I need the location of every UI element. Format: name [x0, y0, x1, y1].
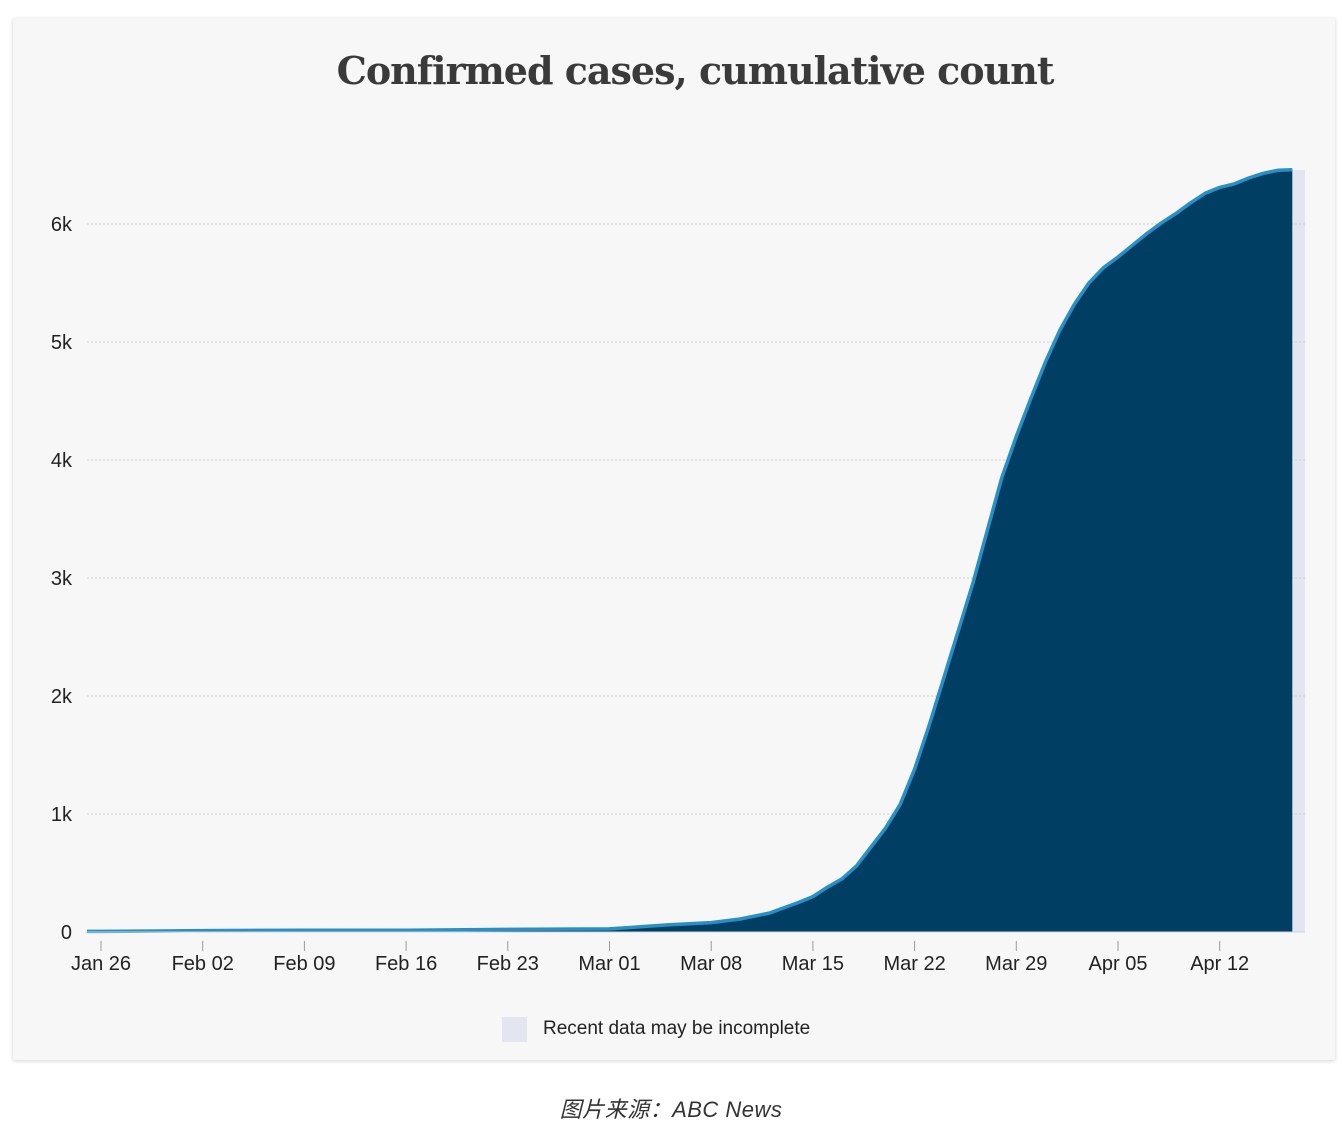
x-tick-label: Feb 16 — [375, 953, 437, 975]
series-area — [87, 169, 1293, 932]
x-tick-label: Feb 02 — [172, 953, 234, 975]
legend-label: Recent data may be incomplete — [543, 1018, 811, 1039]
x-tick-label: Mar 29 — [985, 953, 1047, 975]
y-tick-label: 3k — [51, 568, 73, 590]
series-line — [86, 167, 1293, 934]
x-tick-label: Feb 23 — [477, 953, 539, 975]
chart-title: Confirmed cases, cumulative count — [336, 48, 1055, 93]
x-tick-label: Mar 22 — [883, 953, 945, 975]
x-tick-label: Jan 26 — [71, 953, 131, 975]
y-tick-label: 4k — [51, 450, 73, 472]
y-tick-label: 6k — [51, 214, 73, 236]
x-tick-label: Feb 09 — [273, 953, 335, 975]
y-tick-label: 0 — [61, 922, 72, 944]
y-tick-label: 2k — [51, 686, 73, 708]
legend-swatch-incomplete — [502, 1016, 527, 1042]
legend: Recent data may be incomplete — [502, 1016, 810, 1042]
source-caption: 图片来源：ABC News — [559, 1097, 783, 1122]
x-tick-label: Mar 01 — [578, 953, 640, 975]
y-tick-label: 5k — [51, 332, 73, 354]
x-tick-label: Apr 12 — [1190, 953, 1249, 975]
x-tick-label: Apr 05 — [1089, 953, 1148, 975]
y-tick-label: 1k — [51, 804, 73, 826]
x-tick-label: Mar 08 — [680, 953, 742, 975]
x-tick-label: Mar 15 — [782, 953, 844, 975]
